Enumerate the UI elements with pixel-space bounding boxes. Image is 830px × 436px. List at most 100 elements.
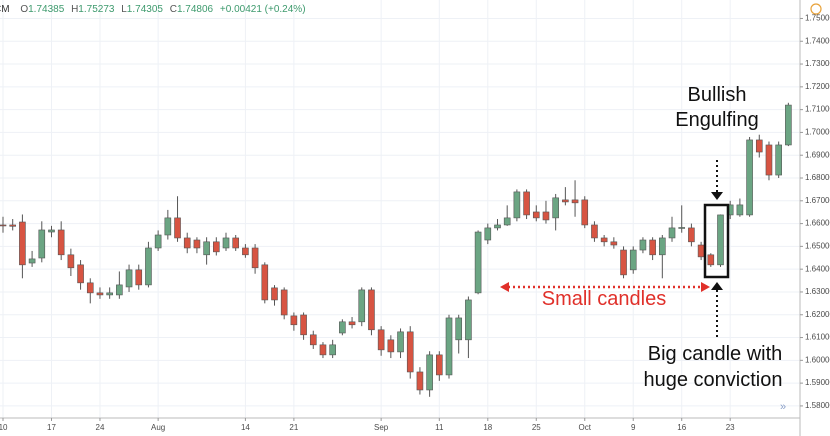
candle-body [600, 237, 608, 243]
candle-body [154, 234, 162, 249]
x-tick-label: 24 [96, 423, 105, 432]
candle-body [591, 224, 598, 239]
ohlc-value: 1.75273 [78, 4, 115, 15]
candle-body [562, 199, 569, 203]
candle-body [348, 321, 356, 326]
x-tick-label: Sep [374, 423, 389, 432]
x-tick-label: 16 [677, 423, 686, 432]
candle-body [261, 264, 269, 301]
candle-body [639, 239, 647, 251]
candle-body [183, 237, 191, 249]
candle-body [116, 284, 123, 296]
candle-body [765, 144, 773, 176]
x-tick-label: 21 [289, 423, 298, 432]
candle-body [581, 199, 589, 226]
candles [0, 102, 792, 397]
candle-body [48, 229, 55, 233]
y-tick-label: 1.60000 [805, 355, 830, 364]
y-tick-label: 1.70000 [805, 128, 830, 137]
y-tick-label: 1.73000 [805, 59, 830, 68]
y-tick-label: 1.59000 [805, 378, 830, 387]
candle-body [339, 321, 346, 334]
y-tick-label: 1.66000 [805, 219, 830, 228]
candle-body [9, 224, 17, 227]
annotation: huge conviction [644, 369, 783, 391]
x-tick-label: Oct [579, 423, 592, 432]
ohlc-key: H [71, 4, 78, 15]
candle-body [494, 224, 501, 229]
candle-body [513, 191, 521, 219]
x-tick-label: Aug [151, 423, 165, 432]
scroll-button[interactable]: » [780, 401, 786, 413]
ohlc-key: C [170, 4, 177, 15]
candle-body [746, 139, 753, 216]
ohlc-value: 1.74385 [28, 4, 65, 15]
ohlc-key: L [121, 4, 127, 15]
candle-body [552, 197, 559, 219]
change: +0.00421 (+0.24%) [220, 4, 306, 15]
y-tick-label: 1.64000 [805, 264, 830, 273]
candle-body [164, 217, 172, 236]
candle-body [38, 229, 46, 259]
candle-body [358, 289, 366, 323]
grid [0, 0, 800, 418]
candle-body [610, 241, 618, 246]
candle-body [474, 231, 482, 294]
candle-body [523, 191, 530, 216]
candle-body [174, 217, 181, 239]
symbol: CM [0, 4, 10, 15]
y-tick-label: 1.72000 [805, 82, 830, 91]
candle-body [203, 241, 210, 256]
x-tick-label: 17 [47, 423, 56, 432]
header: CM O1.74385 H1.75273 L1.74305 C1.74806 +… [0, 4, 306, 15]
candle-body [678, 227, 686, 229]
x-tick-label: 10 [0, 423, 8, 432]
candle-body [406, 331, 414, 373]
y-tick-label: 1.58000 [805, 401, 830, 410]
y-tick-label: 1.63000 [805, 287, 830, 296]
candle-body [503, 217, 511, 226]
annotation: Bullish [688, 84, 747, 106]
candle-body [465, 299, 472, 341]
candle-body [319, 344, 327, 356]
y-tick-label: 1.71000 [805, 105, 830, 114]
candle-body [755, 139, 763, 153]
candle-body [416, 371, 424, 391]
annotation: Engulfing [675, 109, 758, 131]
candle-body [125, 269, 133, 288]
candle-body [19, 221, 26, 266]
candle-body [232, 237, 240, 249]
y-tick-label: 1.67000 [805, 196, 830, 205]
candle-body [329, 344, 336, 356]
x-tick-label: 23 [726, 423, 735, 432]
candle-body [106, 292, 113, 296]
x-tick-label: 9 [631, 423, 636, 432]
candle-body [0, 224, 7, 227]
alert-icon[interactable] [810, 3, 822, 15]
candle-body [222, 237, 230, 249]
candle-body [135, 269, 143, 286]
annotation: Small candles [542, 288, 667, 310]
annotation: Big candle with [648, 343, 783, 365]
candle-body [280, 289, 288, 316]
candle-body [455, 317, 463, 341]
ohlc-key: O [20, 4, 28, 15]
y-tick-label: 1.61000 [805, 333, 830, 342]
highlight-box [703, 203, 730, 279]
candle-body [668, 227, 676, 239]
candle-body [397, 331, 404, 353]
y-tick-label: 1.65000 [805, 241, 830, 250]
candle-body [251, 247, 259, 269]
candle-body [688, 227, 695, 243]
arrow-head [711, 282, 723, 290]
candle-body [242, 247, 249, 256]
candle-body [28, 258, 36, 264]
candle-body [213, 241, 220, 253]
candle-body [86, 282, 94, 294]
candle-body [542, 211, 550, 221]
candle-body [436, 354, 443, 376]
candle-body [290, 315, 298, 326]
candle-body [659, 237, 666, 256]
candle-body [532, 211, 540, 219]
